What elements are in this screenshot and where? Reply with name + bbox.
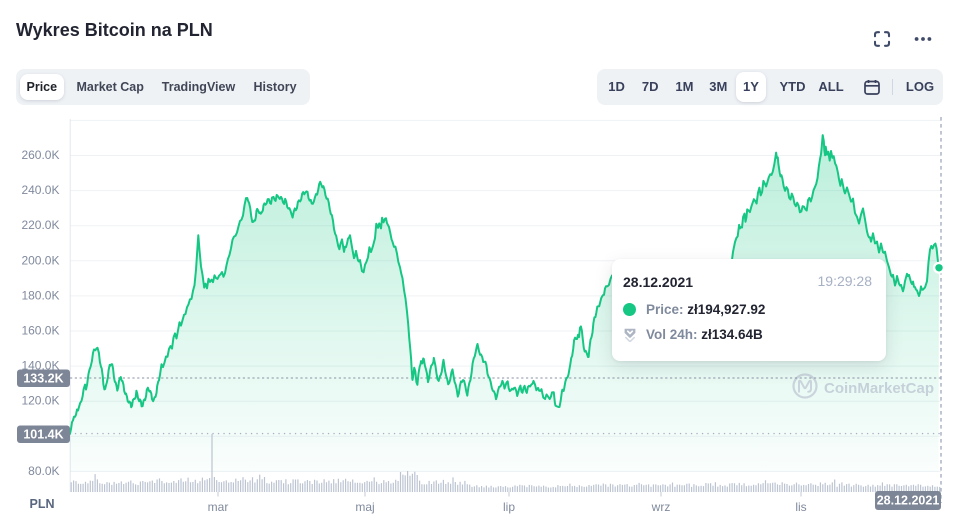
svg-text:160.0K: 160.0K xyxy=(21,324,59,338)
svg-text:120.0K: 120.0K xyxy=(21,394,59,408)
svg-text:133.2K: 133.2K xyxy=(23,372,63,386)
svg-text:wrz: wrz xyxy=(651,500,671,514)
svg-text:maj: maj xyxy=(355,500,374,514)
svg-text:80.0K: 80.0K xyxy=(28,464,59,478)
svg-text:260.0K: 260.0K xyxy=(21,148,59,162)
svg-text:lis: lis xyxy=(795,500,806,514)
svg-text:220.0K: 220.0K xyxy=(21,218,59,232)
svg-text:240.0K: 240.0K xyxy=(21,183,59,197)
svg-text:mar: mar xyxy=(208,500,229,514)
svg-text:28.12.2021: 28.12.2021 xyxy=(877,494,940,508)
svg-text:PLN: PLN xyxy=(30,497,55,511)
svg-text:200.0K: 200.0K xyxy=(21,253,59,267)
svg-text:180.0K: 180.0K xyxy=(21,288,59,302)
svg-text:CoinMarketCap: CoinMarketCap xyxy=(824,380,934,397)
svg-text:101.4K: 101.4K xyxy=(23,428,63,442)
svg-text:lip: lip xyxy=(503,500,515,514)
svg-text:140.0K: 140.0K xyxy=(21,359,59,373)
